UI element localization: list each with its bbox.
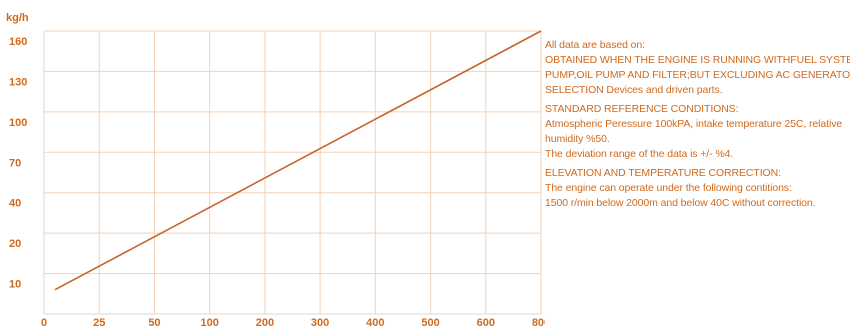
notes-panel: All data are based on: OBTAINED WHEN THE … <box>545 38 850 211</box>
y-tick-label: 40 <box>9 198 21 210</box>
note-line: ELEVATION AND TEMPERATURE CORRECTION: <box>545 167 781 179</box>
y-tick-labels: 160 130 100 70 40 20 10 <box>9 36 27 291</box>
x-tick-labels: 0 25 50 100 200 300 400 500 600 800 <box>41 317 545 327</box>
x-tick-label: 800 <box>532 317 545 327</box>
x-tick-label: 400 <box>366 317 384 327</box>
series <box>54 30 542 291</box>
note-line: Atmospheric Peressure 100kPA, intake tem… <box>545 118 843 130</box>
note-line: SELECTION Devices and driven parts. <box>545 84 723 96</box>
grid <box>44 30 542 314</box>
note-line: 1500 r/min below 2000m and below 40C wit… <box>545 197 816 209</box>
fuel-consumption-chart: 160 130 100 70 40 20 10 0 25 50 100 200 300 400 500 60… <box>6 12 545 327</box>
x-tick-label: 600 <box>477 317 495 327</box>
note-line: PUMP,OIL PUMP AND FILTER;BUT EXCLUDING A… <box>545 69 850 81</box>
y-tick-label: 100 <box>9 117 27 129</box>
x-tick-label: 50 <box>148 317 160 327</box>
y-tick-label: 160 <box>9 36 27 48</box>
note-line: humidity %50. <box>545 133 610 145</box>
y-tick-label: 20 <box>9 238 21 250</box>
note-line: OBTAINED WHEN THE ENGINE IS RUNNING WITH… <box>545 54 850 66</box>
x-tick-label: 200 <box>256 317 274 327</box>
axes <box>43 31 541 315</box>
x-tick-label: 300 <box>311 317 329 327</box>
y-tick-label: 130 <box>9 76 27 88</box>
y-axis-label: kg/h <box>6 12 29 24</box>
series-line <box>54 30 542 291</box>
note-line: The deviation range of the data is +/- %… <box>545 148 734 160</box>
x-tick-label: 0 <box>41 317 47 327</box>
x-tick-label: 100 <box>200 317 218 327</box>
x-tick-label: 25 <box>93 317 105 327</box>
note-line: All data are based on: <box>545 39 645 51</box>
note-line: STANDARD REFERENCE CONDITIONS: <box>545 103 739 115</box>
y-tick-label: 70 <box>9 157 21 169</box>
y-tick-label: 10 <box>9 279 21 291</box>
x-tick-label: 500 <box>421 317 439 327</box>
note-line: The engine can operate under the followi… <box>545 182 792 194</box>
